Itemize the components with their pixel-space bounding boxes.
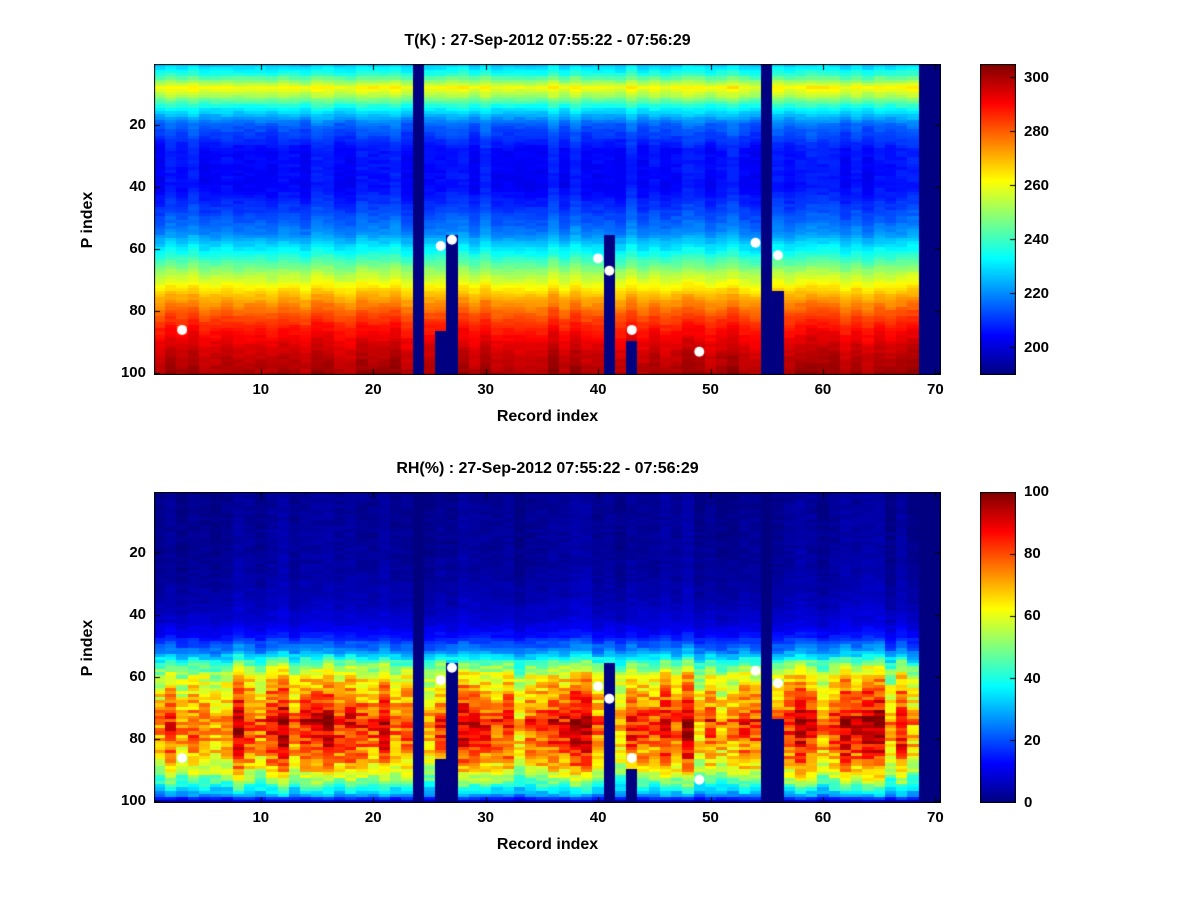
y-tick-label: 40 [129, 177, 146, 195]
y-tick-label: 20 [129, 543, 146, 561]
x-tick-label: 50 [702, 381, 719, 398]
temperature-heatmap-canvas [154, 64, 941, 375]
chart-title: RH(%) : 27-Sep-2012 07:55:22 - 07:56:29 [396, 460, 699, 477]
x-tick-label: 50 [702, 809, 719, 826]
x-tick-label: 10 [252, 381, 270, 398]
colorbar-tick-label: 240 [1024, 230, 1050, 248]
colorbar-tick-label: 200 [1024, 338, 1050, 356]
colorbar-tick-label: 60 [1024, 607, 1041, 625]
colorbar-tick-label: 20 [1024, 731, 1041, 749]
y-tick-label: 60 [129, 240, 146, 258]
humidity-chart: RH(%) : 27-Sep-2012 07:55:22 - 07:56:29 … [0, 428, 1200, 878]
y-axis-label: P index [79, 619, 96, 677]
x-tick-label: 40 [589, 381, 607, 398]
y-tick-label: 80 [129, 730, 146, 748]
x-tick-label: 70 [927, 809, 944, 826]
x-tick-label: 40 [589, 809, 607, 826]
x-tick-label: 10 [252, 809, 270, 826]
humidity-heatmap-canvas [154, 492, 941, 803]
x-tick-label: 30 [477, 809, 494, 826]
y-tick-label: 40 [129, 605, 146, 623]
x-tick-label: 30 [477, 381, 494, 398]
colorbar-tick-label: 220 [1024, 284, 1050, 302]
x-tick-label: 60 [814, 381, 832, 398]
x-tick-label: 20 [364, 381, 382, 398]
temperature-colorbar [980, 64, 1016, 375]
y-tick-label: 100 [120, 792, 146, 810]
temperature-chart: T(K) : 27-Sep-2012 07:55:22 - 07:56:29 P… [79, 32, 1050, 425]
y-axis-label: P index [79, 191, 96, 249]
x-axis-label: Record index [496, 836, 599, 853]
y-tick-label: 100 [120, 364, 146, 382]
x-tick-label: 20 [364, 809, 382, 826]
colorbar-tick-label: 260 [1024, 176, 1050, 194]
y-tick-label: 20 [129, 115, 146, 133]
colorbar-tick-label: 0 [1024, 794, 1033, 811]
colorbar-tick-label: 40 [1024, 669, 1041, 687]
x-axis-label: Record index [496, 408, 599, 425]
humidity-colorbar [980, 492, 1016, 803]
colorbar-tick-label: 80 [1024, 545, 1041, 563]
colorbar-tick-label: 300 [1024, 68, 1050, 86]
x-tick-label: 60 [814, 809, 832, 826]
x-tick-label: 70 [927, 381, 944, 398]
y-tick-label: 80 [129, 302, 146, 320]
colorbar-tick-label: 280 [1024, 122, 1050, 140]
colorbar-tick-label: 100 [1024, 483, 1050, 500]
y-tick-label: 60 [129, 668, 146, 686]
chart-title: T(K) : 27-Sep-2012 07:55:22 - 07:56:29 [404, 32, 691, 49]
